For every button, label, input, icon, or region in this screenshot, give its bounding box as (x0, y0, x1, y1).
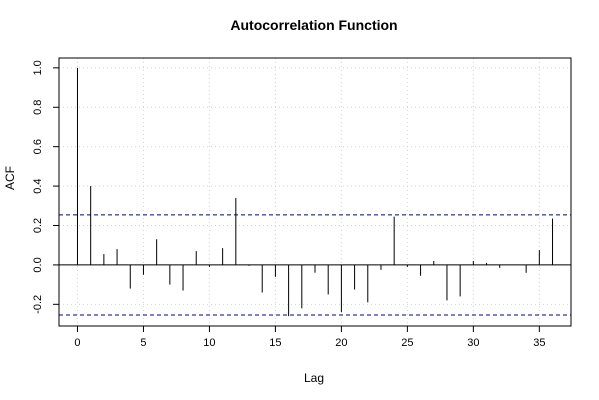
y-axis-label: ACF (3, 166, 17, 190)
plot-frame (58, 57, 572, 327)
y-tick-label: 0.2 (32, 218, 44, 233)
y-tick-label: 1.0 (32, 60, 44, 75)
x-tick-label: 15 (269, 337, 281, 349)
y-tick-label: 0.0 (32, 257, 44, 272)
x-axis-label: Lag (304, 371, 324, 385)
x-tick-label: 5 (140, 337, 146, 349)
x-axis: 0 5 10 15 20 25 30 35 (74, 325, 545, 349)
y-tick-label: 0.4 (32, 178, 44, 193)
x-tick-label: 0 (74, 337, 80, 349)
x-tick-label: 20 (335, 337, 347, 349)
grid-lines (59, 58, 571, 326)
y-tick-label: 0.8 (32, 100, 44, 115)
y-axis: -0.2 0.0 0.2 0.4 0.6 0.8 1.0 (32, 60, 60, 314)
y-tick-label: -0.2 (32, 295, 44, 314)
acf-bars (59, 67, 571, 317)
x-tick-label: 10 (203, 337, 215, 349)
x-tick-label: 30 (467, 337, 479, 349)
chart-title: Autocorrelation Function (230, 17, 397, 33)
x-tick-label: 35 (533, 337, 545, 349)
y-tick-label: 0.6 (32, 139, 44, 154)
confidence-band (59, 214, 571, 316)
x-tick-label: 25 (401, 337, 413, 349)
